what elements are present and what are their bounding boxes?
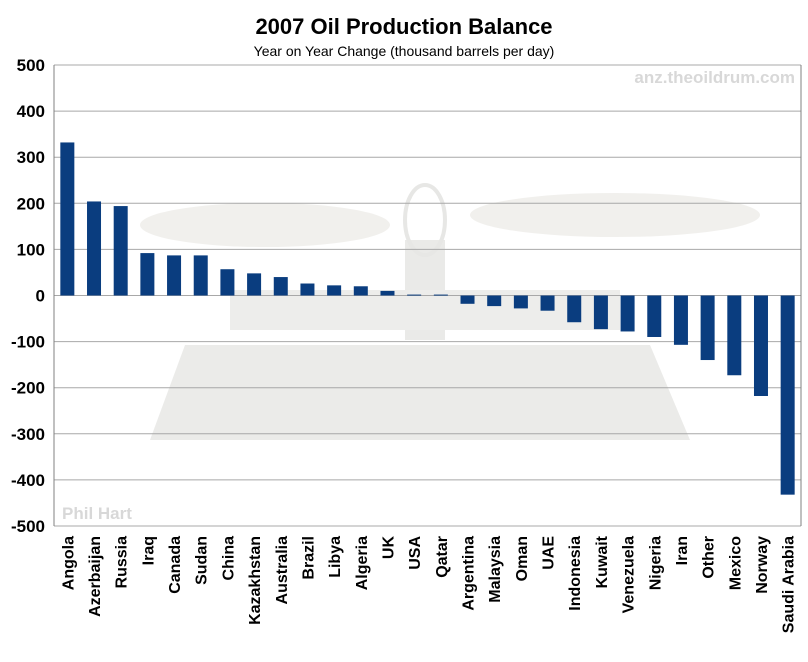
bar — [647, 295, 662, 337]
bar — [727, 295, 742, 376]
bars — [60, 142, 795, 495]
x-category-label: Kazakhstan — [247, 536, 264, 625]
bar — [300, 283, 315, 296]
chart-subtitle: Year on Year Change (thousand barrels pe… — [253, 43, 555, 59]
x-category-label: UK — [380, 536, 397, 560]
bar — [87, 201, 102, 296]
bar — [407, 294, 422, 296]
bar — [540, 295, 555, 311]
x-category-label: Iran — [674, 536, 691, 565]
x-category-label: Angola — [60, 536, 77, 590]
y-tick-label: -400 — [11, 471, 45, 490]
bar — [193, 255, 208, 296]
x-category-label: China — [220, 536, 237, 581]
bar — [700, 295, 715, 361]
y-tick-label: 500 — [17, 56, 45, 75]
y-axis-ticks: 500 400 300 200 100 0 -100 -200 -300 -400 -500 — [11, 56, 45, 536]
bar — [487, 295, 502, 307]
watermark-site: anz.theoildrum.com — [634, 68, 795, 87]
y-tick-label: 0 — [36, 287, 45, 306]
x-category-label: Oman — [514, 536, 531, 581]
x-category-label: Algeria — [354, 536, 371, 590]
x-category-label: Sudan — [194, 536, 211, 585]
x-category-label: Mexico — [727, 536, 744, 590]
bar — [273, 277, 288, 296]
bar — [140, 253, 155, 296]
x-category-label: Iraq — [140, 536, 157, 565]
x-category-label: Argentina — [461, 536, 478, 611]
bar — [433, 294, 448, 296]
balance-scale-background — [140, 183, 760, 440]
x-category-label: Libya — [327, 536, 344, 578]
x-category-label: Kuwait — [594, 535, 611, 588]
x-axis-categories: Angola Azerbaijan Russia Iraq Canada Sudan Chi… — [60, 535, 797, 633]
grid-lines — [54, 64, 801, 527]
chart-title: 2007 Oil Production Balance — [255, 14, 553, 39]
y-tick-label: 300 — [17, 148, 45, 167]
bar — [780, 295, 795, 495]
y-tick-label: -100 — [11, 333, 45, 352]
bar — [753, 295, 768, 396]
bar — [460, 295, 475, 304]
bar — [60, 142, 75, 296]
bar — [353, 286, 368, 296]
bar — [247, 273, 262, 296]
x-category-label: Azerbaijan — [87, 536, 104, 617]
bar — [113, 206, 128, 296]
bar — [513, 295, 528, 309]
y-tick-label: 400 — [17, 102, 45, 121]
bar — [567, 295, 582, 323]
bar — [620, 295, 635, 332]
x-category-label: Russia — [114, 536, 131, 589]
bar — [593, 295, 608, 330]
watermark-author: Phil Hart — [62, 504, 132, 523]
bar — [673, 295, 688, 345]
y-tick-label: -300 — [11, 425, 45, 444]
y-tick-label: 200 — [17, 194, 45, 213]
y-tick-label: 100 — [17, 240, 45, 259]
y-tick-label: -500 — [11, 517, 45, 536]
x-category-label: Indonesia — [567, 536, 584, 611]
x-category-label: Other — [701, 536, 718, 579]
y-tick-label: -200 — [11, 379, 45, 398]
x-category-label: Australia — [274, 536, 291, 605]
bar — [380, 290, 395, 296]
x-category-label: Saudi Arabia — [781, 536, 798, 633]
x-category-label: Norway — [754, 536, 771, 594]
x-category-label: Qatar — [434, 536, 451, 578]
x-category-label: Venezuela — [621, 536, 638, 613]
x-category-label: USA — [407, 536, 424, 570]
bar — [167, 255, 182, 296]
bar — [327, 285, 342, 296]
x-category-label: Nigeria — [647, 536, 664, 590]
bar — [220, 269, 235, 296]
x-category-label: UAE — [541, 536, 558, 570]
x-category-label: Malaysia — [487, 536, 504, 603]
x-category-label: Canada — [167, 536, 184, 594]
x-category-label: Brazil — [300, 536, 317, 580]
